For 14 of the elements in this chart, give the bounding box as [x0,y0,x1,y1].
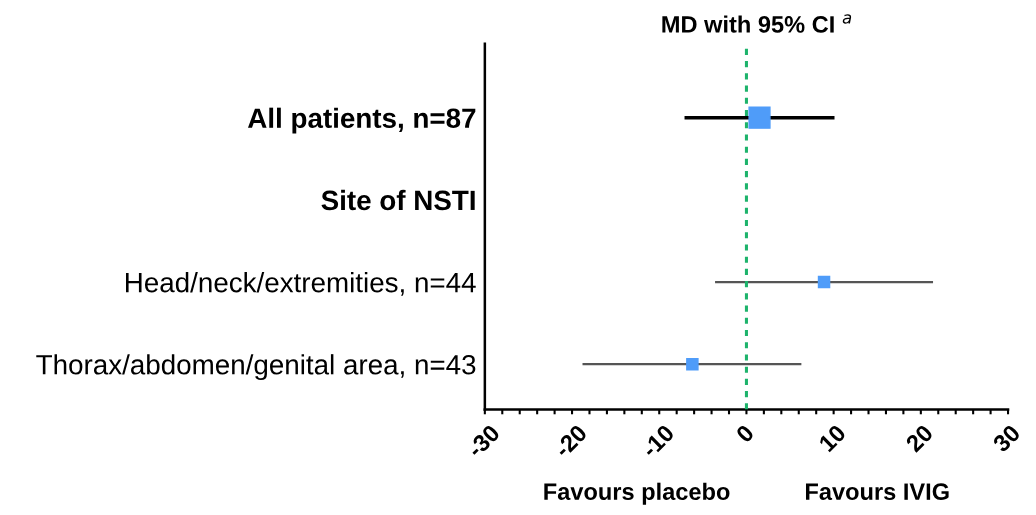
text: Favours placebo [544,482,730,505]
x-tick-label: 10 [818,423,847,453]
x-tick-label: -20 [553,423,588,459]
y-tick-label: Site of NSTI [321,189,475,211]
text: Favours IVIG [805,483,949,501]
y-tick-label: Head/neck/extremities, n=44 [126,272,476,296]
chart-title: MD with 95% CI $^{a}$ [662,14,852,33]
x-tick-label: 0 [735,423,755,444]
x-tick-label: 30 [991,423,1022,454]
x-tick-label: -30 [466,423,501,459]
x-tick-label: -10 [640,423,676,459]
y-tick-label: All patients, n=87 [247,107,476,134]
y-tick-label: Thorax/abdomen/genital area, n=43 [36,354,476,381]
x-tick-label: 20 [904,423,934,453]
